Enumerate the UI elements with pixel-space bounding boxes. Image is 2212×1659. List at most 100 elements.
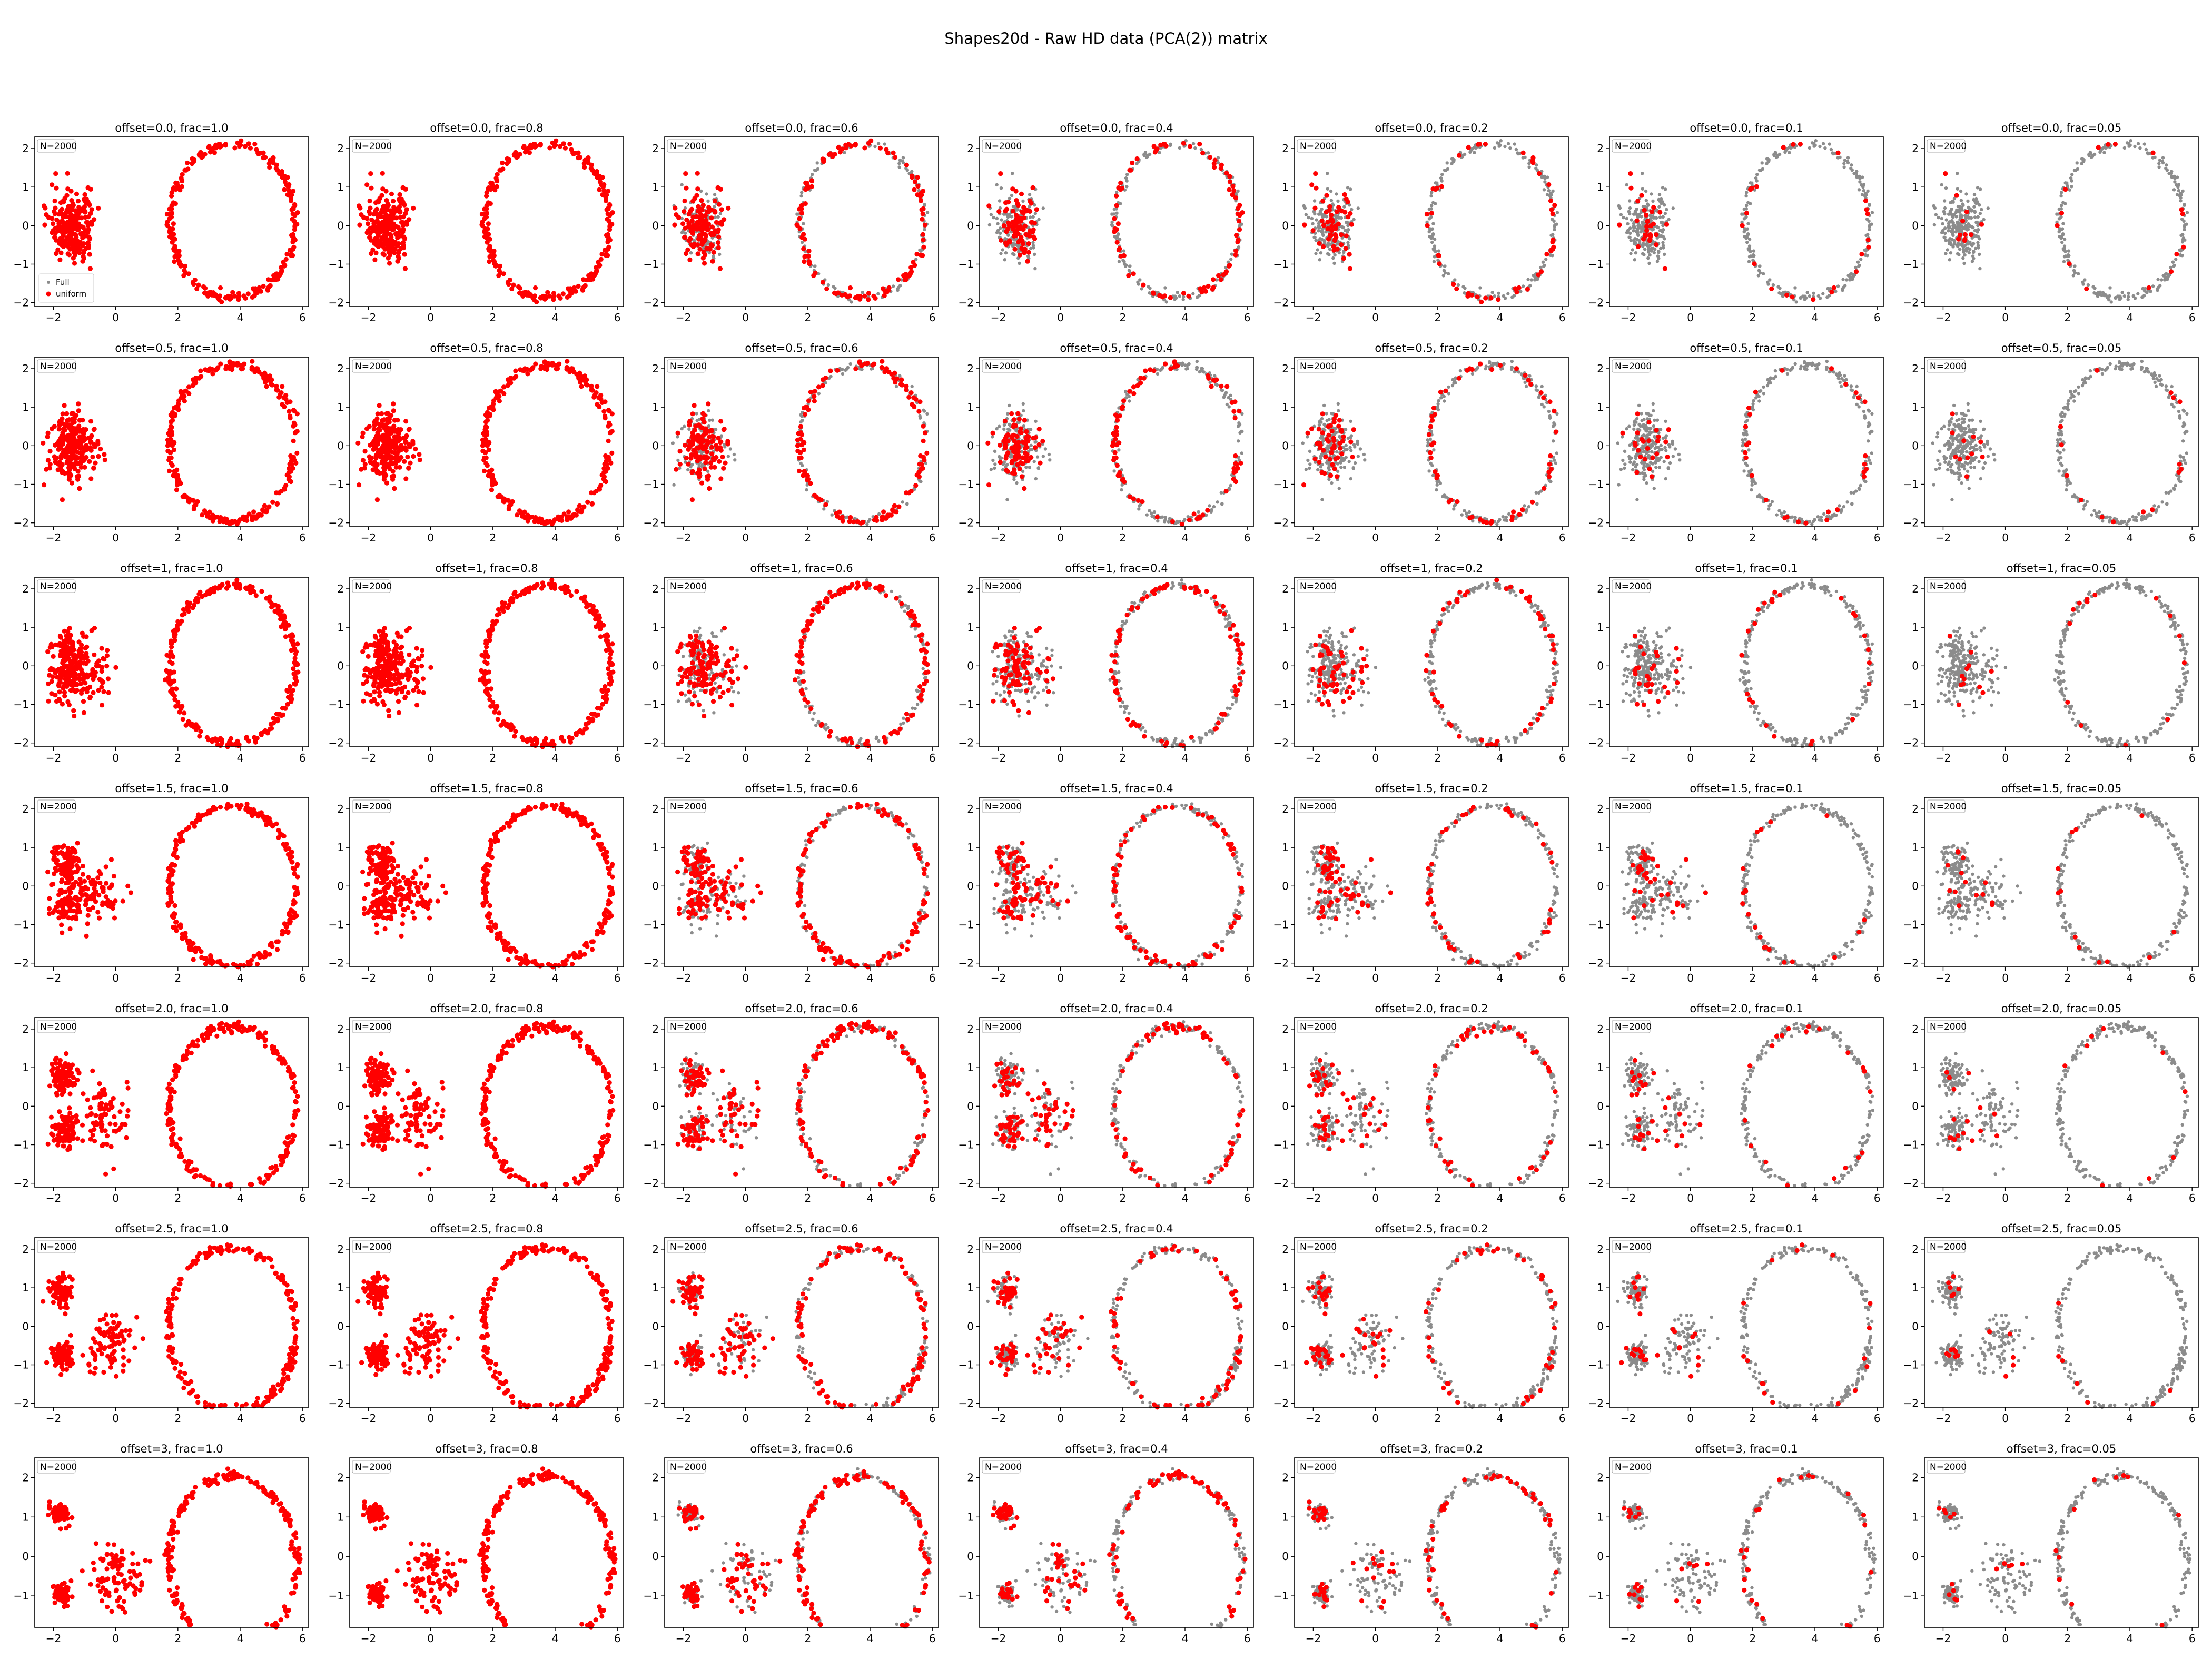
uniform-point bbox=[358, 205, 362, 210]
uniform-point bbox=[191, 280, 195, 284]
uniform-point bbox=[170, 240, 175, 245]
uniform-point bbox=[72, 261, 77, 265]
uniform-point bbox=[219, 144, 224, 149]
uniform-point bbox=[183, 168, 188, 173]
uniform-point bbox=[267, 165, 272, 170]
uniform-point bbox=[71, 256, 76, 261]
uniform-point bbox=[506, 280, 510, 284]
uniform-point bbox=[69, 217, 74, 222]
uniform-point bbox=[258, 151, 263, 155]
uniform-point bbox=[287, 182, 291, 187]
uniform-point bbox=[63, 240, 67, 244]
uniform-point bbox=[284, 252, 289, 256]
uniform-point bbox=[203, 286, 208, 291]
uniform-point bbox=[86, 245, 91, 250]
uniform-point bbox=[69, 198, 74, 203]
uniform-point bbox=[82, 204, 87, 209]
uniform-point bbox=[177, 259, 182, 264]
uniform-point bbox=[290, 217, 295, 222]
uniform-point bbox=[67, 252, 72, 257]
uniform-point bbox=[251, 286, 255, 291]
uniform-point bbox=[50, 182, 54, 187]
uniform-point bbox=[86, 185, 91, 190]
uniform-point bbox=[53, 212, 57, 216]
uniform-point bbox=[202, 291, 207, 295]
uniform-point bbox=[403, 266, 408, 271]
uniform-point bbox=[293, 223, 298, 228]
uniform-point bbox=[232, 145, 237, 150]
uniform-point bbox=[62, 212, 67, 216]
uniform-point bbox=[223, 142, 228, 146]
uniform-point bbox=[223, 295, 228, 300]
uniform-point bbox=[236, 297, 241, 302]
uniform-point bbox=[54, 186, 58, 191]
uniform-point bbox=[366, 221, 370, 226]
uniform-point bbox=[85, 200, 90, 204]
uniform-point bbox=[65, 171, 70, 176]
uniform-point bbox=[265, 287, 270, 292]
uniform-point bbox=[76, 199, 81, 203]
uniform-point bbox=[86, 214, 91, 219]
uniform-point bbox=[605, 207, 609, 212]
uniform-point bbox=[77, 215, 82, 220]
legend-marker-uniform bbox=[46, 292, 51, 297]
y-tick-label: 0 bbox=[22, 219, 29, 232]
uniform-point bbox=[87, 252, 92, 256]
uniform-point bbox=[290, 253, 295, 258]
uniform-point bbox=[211, 290, 215, 295]
uniform-point bbox=[606, 189, 610, 193]
uniform-point bbox=[250, 295, 255, 300]
legend-label-full: Full bbox=[56, 278, 70, 287]
uniform-point bbox=[44, 212, 48, 217]
uniform-point bbox=[387, 261, 392, 265]
uniform-point bbox=[54, 218, 59, 222]
uniform-point bbox=[167, 234, 172, 239]
uniform-point bbox=[51, 221, 55, 226]
uniform-point bbox=[182, 268, 186, 273]
uniform-point bbox=[256, 288, 261, 292]
uniform-point bbox=[281, 260, 285, 264]
uniform-point bbox=[70, 205, 74, 210]
uniform-point bbox=[43, 205, 47, 210]
y-tick-label: 1 bbox=[22, 181, 29, 193]
uniform-point bbox=[57, 241, 62, 246]
uniform-point bbox=[61, 226, 65, 231]
uniform-point bbox=[86, 234, 91, 239]
panel-title: offset=0.0, frac=1.0 bbox=[115, 122, 228, 134]
legend-marker-full bbox=[47, 281, 50, 284]
uniform-point bbox=[69, 233, 74, 238]
uniform-point bbox=[165, 220, 170, 224]
uniform-point bbox=[411, 206, 416, 211]
uniform-point bbox=[74, 192, 79, 196]
uniform-point bbox=[569, 147, 574, 152]
uniform-point bbox=[556, 294, 561, 299]
uniform-point bbox=[85, 220, 90, 225]
uniform-point bbox=[183, 264, 187, 269]
uniform-point bbox=[58, 251, 63, 255]
uniform-point bbox=[241, 294, 246, 299]
uniform-point bbox=[61, 244, 66, 249]
uniform-point bbox=[289, 195, 293, 200]
x-tick-label: 4 bbox=[237, 311, 244, 324]
uniform-point bbox=[243, 144, 248, 149]
uniform-point bbox=[83, 209, 87, 214]
n-label: N=2000 bbox=[40, 141, 77, 152]
uniform-point bbox=[237, 144, 242, 149]
uniform-point bbox=[96, 206, 101, 211]
uniform-point bbox=[252, 142, 257, 146]
uniform-point bbox=[79, 242, 84, 247]
uniform-point bbox=[208, 150, 213, 154]
uniform-point bbox=[248, 146, 253, 151]
uniform-point bbox=[82, 192, 87, 197]
uniform-point bbox=[206, 145, 211, 150]
uniform-point bbox=[218, 285, 223, 290]
uniform-point bbox=[563, 146, 568, 151]
uniform-point bbox=[196, 283, 201, 288]
uniform-point bbox=[54, 251, 58, 256]
uniform-point bbox=[275, 167, 280, 172]
uniform-point bbox=[201, 153, 205, 157]
uniform-point bbox=[274, 271, 279, 276]
y-tick-label: 2 bbox=[22, 142, 29, 155]
